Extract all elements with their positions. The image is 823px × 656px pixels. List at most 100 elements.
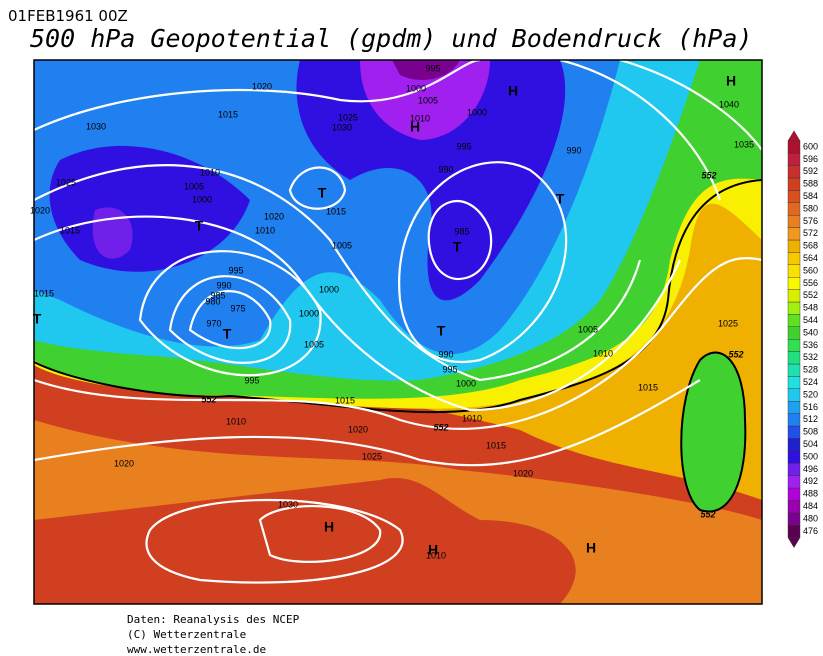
- isobar-label: 1005: [578, 324, 598, 334]
- isobar-label: 990: [566, 145, 581, 155]
- colorbar-box: [787, 363, 801, 377]
- colorbar-label: 492: [803, 476, 818, 486]
- isobar-label: 1040: [719, 99, 739, 109]
- pressure-center: T: [223, 326, 232, 342]
- colorbar-arrow-bottom: [787, 537, 801, 548]
- colorbar-box: [787, 438, 801, 451]
- isobar-label: 985: [454, 226, 469, 236]
- isobar-label: 995: [425, 63, 440, 73]
- isobar-label: 1000: [406, 83, 426, 93]
- isobar-label: 990: [438, 164, 453, 174]
- isobar: [258, 504, 382, 563]
- isobar-label: 1000: [467, 107, 487, 117]
- pressure-center: T: [33, 311, 42, 327]
- colorbar: 476 480 484 488 492 496 500 504 508 512 516 520 524 5…: [787, 130, 818, 548]
- isobar-label: 1015: [218, 109, 238, 119]
- isobar-label: 1020: [114, 458, 134, 468]
- isobar-label: 1025: [362, 451, 382, 461]
- colorbar-label: 500: [803, 451, 818, 461]
- colorbar-label: 548: [803, 303, 818, 313]
- colorbar-label: 600: [803, 141, 818, 151]
- isobar-label: 1010: [200, 167, 220, 177]
- colorbar-label: 532: [803, 352, 818, 362]
- colorbar-label: 564: [803, 253, 818, 263]
- colorbar-box: [787, 252, 801, 265]
- map-frame: [33, 59, 763, 605]
- colorbar-label: 568: [803, 241, 818, 251]
- isobar-label: 1015: [486, 440, 506, 450]
- isobar: [145, 499, 404, 584]
- colorbar-label: 488: [803, 489, 818, 499]
- height-label: 552: [728, 349, 743, 359]
- colorbar-label: 512: [803, 414, 818, 424]
- isobar-label: 1005: [304, 339, 324, 349]
- colorbar-box: [787, 463, 801, 476]
- isobar-label: 985: [210, 290, 225, 300]
- field-darkblue-north: [296, 60, 566, 301]
- colorbar-box: [787, 202, 801, 216]
- isobar-label: 995: [456, 141, 471, 151]
- colorbar-box: [787, 425, 801, 439]
- isobar-label: 970: [206, 318, 221, 328]
- colorbar-box: [787, 351, 801, 365]
- isobar-label: 1020: [252, 81, 272, 91]
- colorbar-box: [787, 339, 801, 352]
- colorbar-box: [787, 500, 801, 513]
- isobar-label: 1000: [192, 194, 212, 204]
- colorbar-box: [787, 314, 801, 327]
- isobar-label: 1010: [462, 413, 482, 423]
- pressure-center: H: [508, 83, 518, 99]
- colorbar-label: 544: [803, 315, 818, 325]
- isobar: [559, 60, 762, 201]
- colorbar-label: 516: [803, 402, 818, 412]
- colorbar-label: 496: [803, 464, 818, 474]
- pressure-center: H: [324, 519, 334, 535]
- pressure-center: T: [556, 191, 565, 207]
- pressure-center: T: [195, 218, 204, 234]
- isobar: [288, 166, 347, 210]
- colorbar-label: 520: [803, 389, 818, 399]
- isobar: [34, 60, 481, 131]
- colorbar-box: [787, 388, 801, 402]
- colorbar-label: 560: [803, 265, 818, 275]
- isobar: [138, 250, 322, 377]
- footer-source: Daten: Reanalysis des NCEP: [127, 613, 300, 626]
- isobar: [34, 164, 642, 382]
- colorbar-label: 524: [803, 377, 818, 387]
- isobar-label: 1010: [426, 550, 446, 560]
- isobar-label: 980: [205, 296, 220, 306]
- footer-copyright: (C) Wetterzentrale: [127, 628, 246, 641]
- colorbar-box: [787, 177, 801, 191]
- isobar: [168, 275, 292, 364]
- colorbar-label: 576: [803, 216, 818, 226]
- colorbar-label: 596: [803, 154, 818, 164]
- colorbar-box: [787, 326, 801, 340]
- field-orange: [34, 420, 762, 604]
- field-purple: [360, 60, 490, 140]
- colorbar-label: 528: [803, 365, 818, 375]
- isobar: [34, 379, 701, 467]
- isobar-label: 1005: [418, 95, 438, 105]
- colorbar-box: [787, 512, 801, 526]
- colorbar-box: [787, 152, 801, 166]
- map-title: 500 hPa Geopotential (gpdm) und Bodendru…: [30, 24, 752, 53]
- colorbar-box: [787, 487, 801, 501]
- isobar-label: 1030: [86, 121, 106, 131]
- isobar-label: 1015: [60, 225, 80, 235]
- pressure-center: T: [318, 185, 327, 201]
- isobar-label: 1025: [338, 112, 358, 122]
- colorbar-label: 592: [803, 166, 818, 176]
- colorbar-label: 584: [803, 191, 818, 201]
- colorbar-label: 484: [803, 501, 818, 511]
- pressure-center: H: [586, 540, 596, 556]
- isobar-label: 1005: [332, 240, 352, 250]
- height-label: 552: [700, 509, 715, 519]
- colorbar-label: 480: [803, 513, 818, 523]
- isobar-label: 995: [442, 364, 457, 374]
- colorbar-label: 476: [803, 526, 818, 536]
- isobar-label: 1010: [255, 225, 275, 235]
- colorbar-arrow-top: [787, 130, 801, 141]
- colorbar-label: 536: [803, 340, 818, 350]
- pressure-center: H: [726, 73, 736, 89]
- isobar-label: 1030: [332, 122, 352, 132]
